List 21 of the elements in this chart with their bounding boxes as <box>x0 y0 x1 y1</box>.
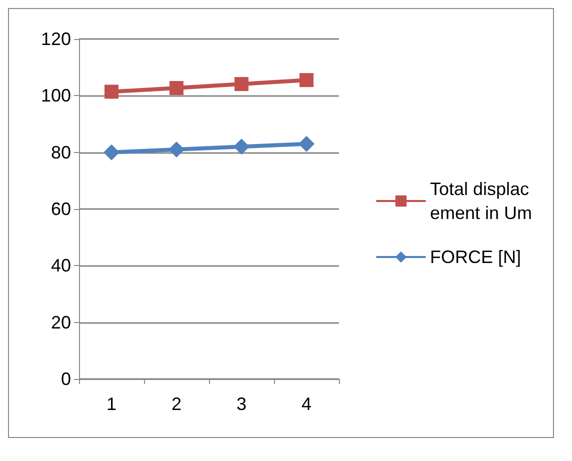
point <box>300 73 314 88</box>
x-tick-label: 4 <box>301 394 312 414</box>
y-tick-label: 20 <box>50 312 71 332</box>
legend-label: FORCE [N] <box>430 247 522 267</box>
y-tick-label: 60 <box>50 199 71 219</box>
y-tick-label: 0 <box>60 369 71 389</box>
point <box>104 84 118 99</box>
y-tick-label: 120 <box>40 29 71 49</box>
x-tick-label: 1 <box>106 394 117 414</box>
point <box>170 81 184 96</box>
x-tick-label: 2 <box>171 394 182 414</box>
point <box>234 77 248 92</box>
point <box>168 142 184 158</box>
y-tick-label: 100 <box>40 86 71 106</box>
point <box>234 138 250 155</box>
point <box>298 136 314 152</box>
y-tick-label: 80 <box>50 142 71 162</box>
point <box>104 144 120 160</box>
legend-label: Total displacement in Um <box>430 179 532 223</box>
y-tick-label: 40 <box>50 256 71 276</box>
x-tick-label: 3 <box>236 394 247 414</box>
